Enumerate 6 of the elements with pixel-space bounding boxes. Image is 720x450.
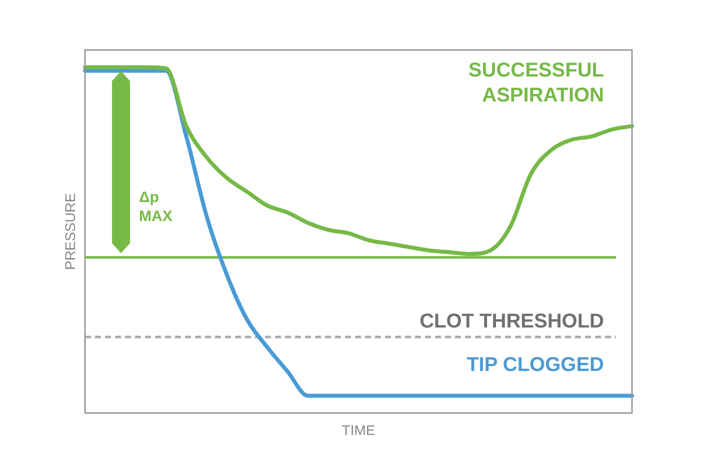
series-label: TIP CLOGGED (466, 354, 604, 376)
annotation: Δp MAX (139, 189, 172, 225)
y-axis-title: PRESSURE (62, 192, 78, 270)
ref-line-label: CLOT THRESHOLD (420, 310, 604, 332)
series-label: SUCCESSFUL ASPIRATION (468, 60, 604, 107)
x-axis-title: TIME (342, 422, 376, 438)
